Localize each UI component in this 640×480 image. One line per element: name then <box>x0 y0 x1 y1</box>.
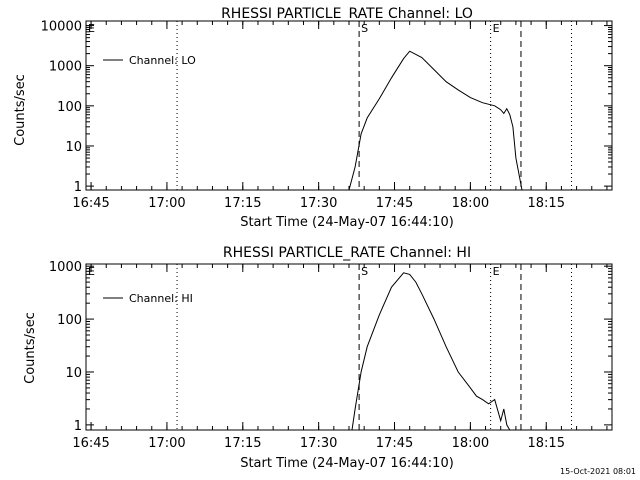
hi-chart-title: RHESSI PARTICLE_RATE Channel: HI <box>223 245 471 261</box>
hi-series-line <box>351 272 511 430</box>
hi-y-axis-label: Counts/sec <box>23 312 38 384</box>
lo-series-line <box>348 50 523 190</box>
lo-x-axis-label: Start Time (24-May-07 16:44:10) <box>240 215 454 230</box>
hi-plot-frame <box>85 263 613 431</box>
lo-marker-label: E <box>88 22 95 35</box>
hi-marker-label: E <box>493 265 500 278</box>
hi-marker-label: S <box>361 265 368 278</box>
hi-marker-label: E <box>88 265 95 278</box>
lo-channel-panel: RHESSI PARTICLE_RATE Channel: LO 16:45 17… <box>13 6 613 230</box>
lo-y-tick-label: 100 <box>57 100 82 115</box>
hi-y-tick-label: 10 <box>65 366 82 381</box>
footer-timestamp: 15-Oct-2021 08:01 <box>560 467 636 476</box>
hi-channel-panel: RHESSI PARTICLE_RATE Channel: HI 16:45 17… <box>23 245 613 471</box>
lo-x-tick-label: 17:30 <box>300 196 337 211</box>
lo-y-tick-label: 10 <box>65 140 82 155</box>
hi-legend-label: Channel: HI <box>129 292 193 305</box>
hi-x-tick-label: 17:15 <box>224 436 261 451</box>
lo-plot-area: 16:45 17:00 17:15 17:30 17:45 18:00 18:15 1 10 10… <box>41 20 613 211</box>
lo-x-tick-label: 17:00 <box>148 196 185 211</box>
hi-y-tick-label: 1 <box>74 419 82 434</box>
hi-x-tick-label: 18:00 <box>452 436 489 451</box>
hi-x-tick-label: 18:15 <box>528 436 565 451</box>
hi-x-axis-label: Start Time (24-May-07 16:44:10) <box>240 456 454 471</box>
hi-legend: Channel: HI <box>103 292 193 305</box>
lo-y-tick-label: 1 <box>74 180 82 195</box>
lo-marker-label: E <box>493 22 500 35</box>
hi-x-tick-label: 16:45 <box>72 436 109 451</box>
hi-x-tick-label: 17:30 <box>300 436 337 451</box>
lo-x-tick-label: 17:15 <box>224 196 261 211</box>
lo-chart-title: RHESSI PARTICLE_RATE Channel: LO <box>221 6 473 22</box>
hi-x-tick-label: 17:00 <box>148 436 185 451</box>
hi-y-tick-label: 1000 <box>49 260 82 275</box>
lo-x-tick-label: 18:15 <box>528 196 565 211</box>
lo-y-axis-label: Counts/sec <box>13 74 28 146</box>
lo-x-tick-label: 16:45 <box>72 196 109 211</box>
hi-plot-area: 16:45 17:00 17:15 17:30 17:45 18:00 18:15 1 10 10… <box>49 260 613 451</box>
hi-x-tick-label: 17:45 <box>376 436 413 451</box>
lo-legend-label: Channel: LO <box>129 54 196 67</box>
lo-y-tick-label: 10000 <box>41 20 82 35</box>
hi-y-tick-label: 100 <box>57 313 82 328</box>
lo-plot-frame <box>85 20 613 191</box>
lo-x-tick-label: 17:45 <box>376 196 413 211</box>
lo-legend: Channel: LO <box>103 54 196 67</box>
lo-y-tick-label: 1000 <box>49 60 82 75</box>
lo-marker-label: S <box>361 22 368 35</box>
lo-x-tick-label: 18:00 <box>452 196 489 211</box>
